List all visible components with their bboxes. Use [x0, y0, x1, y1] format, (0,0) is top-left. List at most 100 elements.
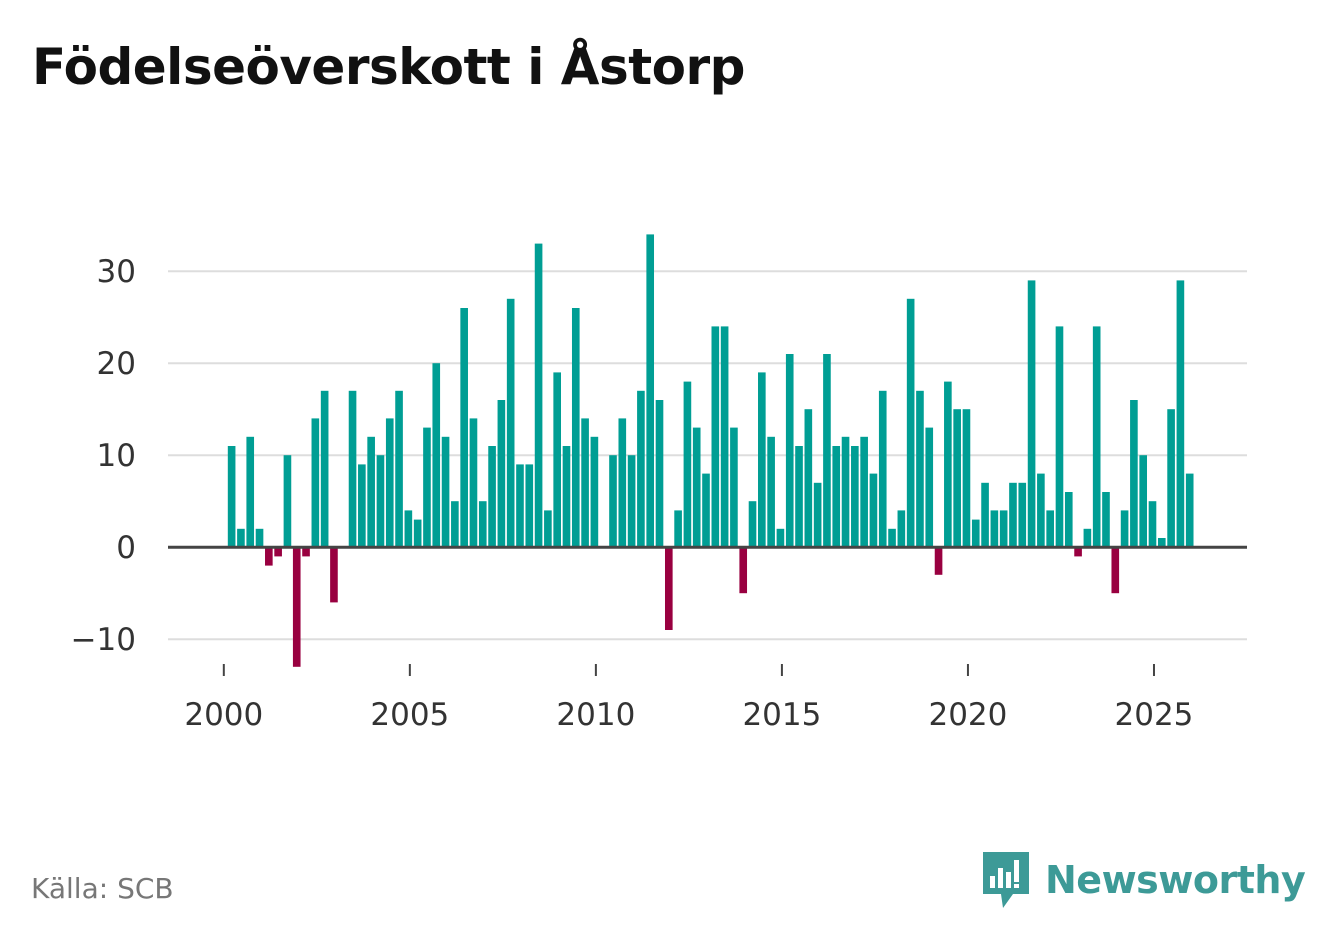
bar [395, 390, 403, 548]
bar [702, 473, 710, 548]
bar [506, 298, 515, 548]
bar [739, 547, 748, 594]
x-tick-label: 2010 [556, 697, 635, 733]
gridlines [168, 270, 1247, 641]
bar [851, 446, 859, 548]
bar [534, 243, 543, 548]
bar [320, 390, 329, 548]
bar [553, 372, 561, 548]
bar [776, 528, 785, 548]
bar [348, 390, 357, 548]
bar [1130, 400, 1138, 548]
bar [423, 427, 431, 548]
bar [916, 390, 924, 548]
bar [274, 547, 282, 557]
bar [246, 436, 255, 548]
axes [168, 545, 1247, 676]
x-axis-labels: 2000 2005 2010 2015 2020 2025 [184, 697, 1193, 733]
x-tick-label: 2000 [184, 697, 263, 733]
bar [730, 427, 738, 548]
newsworthy-logo[interactable]: Newsworthy [981, 850, 1306, 910]
bar [1102, 492, 1110, 548]
bar [627, 455, 636, 548]
bar [1157, 538, 1166, 548]
bar [1185, 473, 1194, 548]
bar [711, 326, 720, 548]
bar [469, 418, 478, 548]
newsworthy-logo-text: Newsworthy [1045, 858, 1306, 902]
bar [944, 381, 952, 548]
bar [1037, 473, 1045, 548]
bar [358, 464, 366, 548]
bar [1027, 280, 1036, 548]
bar [674, 510, 682, 548]
source-note: Källa: SCB [31, 872, 174, 905]
bar [795, 446, 803, 548]
bar [571, 308, 580, 548]
bar [655, 400, 664, 548]
x-tick-label: 2015 [742, 697, 821, 733]
bar [1064, 492, 1073, 548]
bar [609, 455, 617, 548]
bar [497, 400, 506, 548]
bar [683, 381, 692, 548]
bar [767, 436, 775, 548]
bar [1148, 501, 1157, 548]
bar [1074, 547, 1082, 557]
bar [813, 482, 822, 548]
bar [962, 409, 971, 548]
y-tick-label: 10 [97, 438, 136, 474]
bar [227, 446, 236, 548]
bar [1055, 326, 1064, 548]
bar [516, 464, 524, 548]
bar [888, 528, 896, 548]
bar [413, 519, 422, 548]
bar [590, 436, 599, 548]
bar [953, 409, 961, 548]
bar [292, 547, 301, 667]
bar [618, 418, 627, 548]
x-tick-label: 2020 [928, 697, 1007, 733]
bar [237, 528, 245, 548]
bar [525, 464, 534, 548]
y-tick-label: 20 [97, 346, 136, 382]
bar [488, 446, 496, 548]
bar [841, 436, 850, 548]
bar [376, 455, 385, 548]
bar [823, 354, 831, 548]
bar [1120, 510, 1129, 548]
bar [1092, 326, 1101, 548]
bar [1111, 547, 1120, 594]
newsworthy-logo-icon [983, 852, 1029, 908]
bar [637, 390, 645, 548]
bar [562, 446, 571, 548]
bar [302, 547, 310, 557]
bar [1167, 409, 1175, 548]
bar [971, 519, 980, 548]
bar [432, 363, 441, 548]
bar [544, 510, 552, 548]
bar [990, 510, 999, 548]
chart-title: Födelseöverskott i Åstorp [32, 38, 745, 96]
bar [1083, 528, 1092, 548]
y-tick-label: 30 [97, 254, 136, 290]
bar [255, 528, 264, 548]
y-axis-labels: 30 20 10 0 −10 [71, 254, 136, 658]
bar [367, 436, 375, 548]
bar [720, 326, 729, 548]
x-tick-label: 2005 [370, 697, 449, 733]
bar [581, 418, 589, 548]
bar [925, 427, 934, 548]
y-tick-label: −10 [71, 622, 136, 658]
bar [785, 354, 794, 548]
bar [999, 510, 1008, 548]
bar [478, 501, 487, 548]
bar [1176, 280, 1185, 548]
bar [878, 390, 887, 548]
bar [692, 427, 701, 548]
bar [404, 510, 413, 548]
bar [460, 308, 468, 548]
bar [981, 482, 989, 548]
bar [646, 234, 655, 548]
